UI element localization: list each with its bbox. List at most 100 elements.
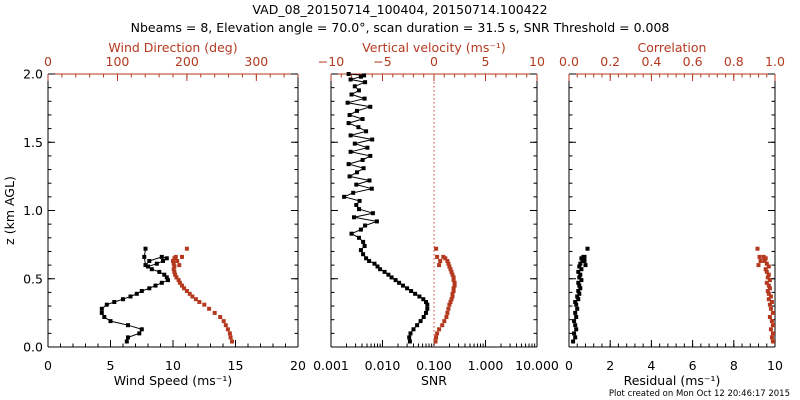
top-tick-label: 10 xyxy=(529,54,545,69)
y-tick-label: 2.0 xyxy=(23,67,43,82)
data-point xyxy=(405,286,410,291)
data-point xyxy=(124,339,129,344)
data-point xyxy=(451,278,456,283)
top-axis-label: Vertical velocity (ms⁻¹) xyxy=(362,40,506,55)
data-point xyxy=(417,294,422,299)
data-point xyxy=(357,235,361,240)
data-point xyxy=(448,300,453,304)
series-wind-speed xyxy=(99,246,170,344)
y-tick-label: 1.0 xyxy=(23,203,43,218)
data-point xyxy=(770,323,775,328)
data-point xyxy=(147,286,152,291)
data-point xyxy=(576,297,581,302)
data-point xyxy=(582,259,587,263)
data-point xyxy=(577,275,582,280)
top-tick-label: 0 xyxy=(430,54,438,69)
data-point xyxy=(585,246,590,251)
data-point xyxy=(573,300,578,304)
data-point xyxy=(346,121,351,126)
data-point xyxy=(347,113,352,117)
data-point xyxy=(134,291,139,296)
data-point xyxy=(571,339,576,344)
data-point xyxy=(577,283,582,288)
x-tick-label: 10 xyxy=(767,358,783,373)
top-tick-label: 1.0 xyxy=(765,54,785,69)
data-point xyxy=(763,267,768,272)
data-point xyxy=(172,264,177,269)
data-point xyxy=(142,254,147,259)
data-point xyxy=(435,331,440,336)
data-point xyxy=(409,289,414,293)
data-point xyxy=(767,286,772,291)
data-point xyxy=(765,275,770,280)
data-point xyxy=(764,269,769,274)
data-point xyxy=(577,264,582,269)
data-point xyxy=(230,339,234,344)
data-point xyxy=(762,259,767,263)
data-point xyxy=(143,246,148,251)
data-point xyxy=(579,267,584,272)
data-point xyxy=(171,261,176,266)
data-point xyxy=(578,272,583,277)
data-point xyxy=(358,227,363,232)
data-point xyxy=(770,339,775,344)
data-point xyxy=(361,239,366,244)
data-point xyxy=(368,104,373,109)
data-point xyxy=(421,315,426,319)
data-point xyxy=(112,300,117,304)
data-point xyxy=(104,302,109,307)
series-snr xyxy=(342,72,430,344)
top-tick-label: 300 xyxy=(244,54,268,69)
data-point xyxy=(171,259,175,263)
data-point xyxy=(449,269,454,274)
data-point xyxy=(447,264,452,269)
data-point xyxy=(364,129,369,134)
data-point xyxy=(756,263,761,268)
data-point xyxy=(99,306,104,311)
data-point xyxy=(345,100,350,105)
data-point xyxy=(137,331,142,336)
data-point xyxy=(768,327,773,332)
data-point xyxy=(139,327,144,332)
data-point xyxy=(575,294,580,299)
x-tick-label: 15 xyxy=(228,358,244,373)
data-point xyxy=(177,280,182,285)
x-tick-label: 10.000 xyxy=(515,358,559,373)
data-point xyxy=(415,323,420,328)
data-point xyxy=(574,327,579,332)
data-point xyxy=(575,306,580,311)
data-point xyxy=(766,264,771,269)
data-point xyxy=(407,339,412,344)
data-point xyxy=(342,194,347,199)
data-point xyxy=(445,310,450,315)
data-point xyxy=(765,289,770,293)
data-point xyxy=(766,272,771,277)
data-point xyxy=(349,231,354,236)
x-tick-label: 0 xyxy=(44,358,52,373)
top-tick-label: 0.4 xyxy=(641,54,661,69)
data-point xyxy=(576,280,581,285)
x-tick-label: 0.001 xyxy=(313,358,349,373)
data-point xyxy=(433,339,438,344)
y-tick-label: 1.5 xyxy=(23,135,43,150)
data-point xyxy=(767,315,772,319)
data-point xyxy=(450,272,455,277)
x-axis-label: Wind Speed (ms⁻¹) xyxy=(114,373,233,388)
data-point xyxy=(154,261,159,266)
data-point xyxy=(149,267,154,272)
data-point xyxy=(440,323,445,328)
data-point xyxy=(365,145,370,150)
top-tick-label: −10 xyxy=(318,54,344,69)
data-point xyxy=(147,259,152,263)
data-point xyxy=(360,158,365,162)
data-point xyxy=(108,319,113,324)
top-tick-label: 0.0 xyxy=(559,54,579,69)
data-point xyxy=(421,297,426,302)
data-point xyxy=(227,331,232,336)
data-point xyxy=(397,280,402,285)
data-point xyxy=(153,283,158,288)
data-point xyxy=(356,125,361,130)
data-point xyxy=(446,261,451,266)
data-point xyxy=(451,275,456,280)
